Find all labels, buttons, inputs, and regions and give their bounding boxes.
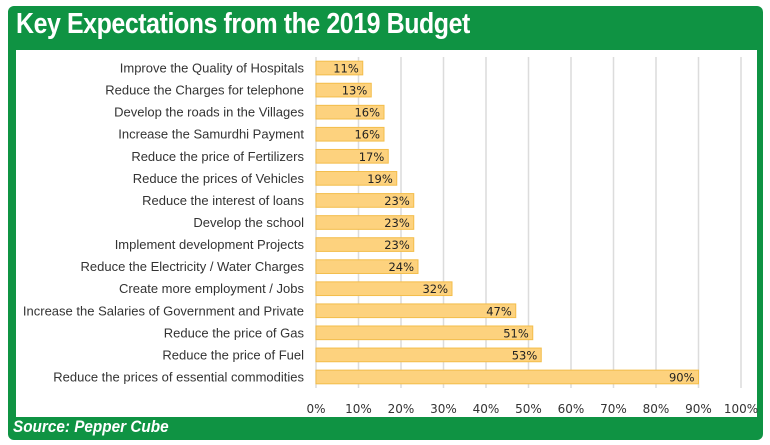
x-tick-label: 20%	[388, 402, 415, 416]
bar	[315, 193, 415, 208]
x-tick-label: 50%	[515, 402, 542, 416]
x-tick-label: 100%	[724, 402, 758, 416]
bar	[315, 281, 453, 297]
data-label: 23%	[384, 194, 410, 208]
category-label: Develop the school	[193, 215, 304, 230]
data-label: 17%	[359, 150, 385, 164]
category-label: Improve the Quality of Hospitals	[120, 61, 305, 76]
category-label: Reduce the Electricity / Water Charges	[81, 259, 305, 274]
x-tick-label: 30%	[430, 402, 457, 416]
data-label: 32%	[422, 282, 448, 296]
category-label: Reduce the interest of loans	[142, 193, 304, 208]
category-label: Reduce the prices of Vehicles	[133, 171, 305, 186]
bar	[315, 325, 534, 341]
category-label: Create more employment / Jobs	[119, 281, 304, 296]
bar	[315, 369, 699, 385]
data-label: 53%	[512, 348, 538, 362]
bar	[315, 237, 415, 252]
bar	[315, 60, 364, 76]
data-label: 24%	[388, 260, 414, 274]
category-label: Reduce the price of Fertilizers	[131, 149, 304, 164]
bar	[315, 171, 398, 186]
bar	[315, 82, 372, 98]
x-tick-label: 0%	[306, 402, 325, 416]
x-tick-label: 90%	[685, 402, 712, 416]
bar	[315, 347, 542, 363]
x-tick-label: 10%	[345, 402, 372, 416]
data-label: 19%	[367, 172, 393, 186]
data-label: 16%	[354, 128, 380, 142]
data-label: 11%	[333, 62, 359, 76]
category-label: Reduce the prices of essential commoditi…	[53, 369, 304, 384]
data-label: 23%	[384, 216, 410, 230]
data-label: 47%	[486, 304, 512, 318]
source-caption: Source: Pepper Cube	[13, 417, 169, 436]
bar	[315, 215, 415, 230]
category-label: Reduce the price of Gas	[164, 325, 305, 340]
data-label: 13%	[342, 84, 368, 98]
category-label: Increase the Salaries of Government and …	[23, 303, 304, 318]
data-label: 51%	[503, 326, 529, 340]
chart-title: Key Expectations from the 2019 Budget	[16, 8, 470, 40]
x-tick-label: 40%	[473, 402, 500, 416]
category-label: Reduce the price of Fuel	[162, 347, 304, 362]
bar	[315, 126, 385, 142]
bar	[315, 259, 419, 274]
x-tick-label: 70%	[600, 402, 627, 416]
data-label: 16%	[354, 106, 380, 120]
category-label: Implement development Projects	[115, 237, 305, 252]
bar	[315, 148, 389, 164]
bar	[315, 104, 385, 120]
x-tick-label: 60%	[558, 402, 585, 416]
category-label: Increase the Samurdhi Payment	[118, 127, 304, 142]
x-tick-label: 80%	[643, 402, 670, 416]
data-label: 90%	[669, 370, 695, 384]
category-label: Develop the roads in the Villages	[114, 105, 304, 120]
category-label: Reduce the Charges for telephone	[105, 83, 304, 98]
data-label: 23%	[384, 238, 410, 252]
bar	[315, 303, 517, 319]
